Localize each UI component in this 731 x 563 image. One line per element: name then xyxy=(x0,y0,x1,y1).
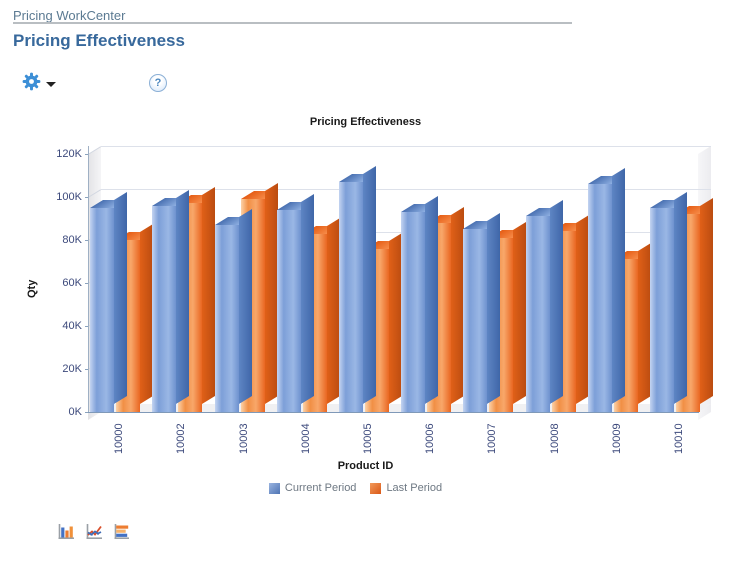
legend-label: Current Period xyxy=(284,482,357,494)
last-period-swatch-icon xyxy=(370,482,382,494)
bar-current-period-10007[interactable] xyxy=(463,229,488,412)
x-category-label: 10009 xyxy=(610,423,623,454)
help-button[interactable]: ? xyxy=(149,74,167,92)
current-period-swatch-icon xyxy=(268,482,280,494)
y-axis-tick xyxy=(85,326,88,327)
gridline xyxy=(101,146,711,147)
x-category-label: 10004 xyxy=(299,423,312,454)
bar-current-period-10009[interactable] xyxy=(587,184,612,412)
breadcrumb[interactable]: Pricing WorkCenter xyxy=(13,8,126,23)
y-axis-tick xyxy=(85,240,88,241)
bar-current-period-10008[interactable] xyxy=(525,216,550,412)
chevron-down-icon xyxy=(46,82,56,87)
chart-type-switcher xyxy=(57,523,131,541)
bar-current-period-10004[interactable] xyxy=(276,209,301,412)
bar-current-period-10000[interactable] xyxy=(90,207,115,412)
chart-floor xyxy=(88,404,711,412)
y-axis-line xyxy=(88,146,89,412)
bar-current-period-10002[interactable] xyxy=(152,205,177,412)
y-tick-label: 0K xyxy=(68,406,82,418)
bar-current-period-10006[interactable] xyxy=(401,212,426,412)
bar-current-period-10003[interactable] xyxy=(214,224,239,412)
question-mark-icon: ? xyxy=(154,77,162,89)
y-tick-label: 60K xyxy=(62,277,82,289)
x-category-label: 10007 xyxy=(486,423,499,454)
y-tick-label: 120K xyxy=(56,148,82,160)
y-axis-tick xyxy=(85,369,88,370)
x-category-label: 10010 xyxy=(672,423,685,454)
header-divider xyxy=(13,22,572,24)
column-chart-icon[interactable] xyxy=(57,523,75,541)
chart-legend: Current Period Last Period xyxy=(0,482,711,494)
horizontal-bar-chart-icon[interactable] xyxy=(113,523,131,541)
y-axis-tick xyxy=(85,197,88,198)
x-category-label: 10005 xyxy=(361,423,374,454)
page-title: Pricing Effectiveness xyxy=(13,31,185,50)
bar-current-period-10005[interactable] xyxy=(338,181,363,412)
x-category-label: 10006 xyxy=(424,423,437,454)
x-category-label: 10008 xyxy=(548,423,561,454)
x-category-label: 10003 xyxy=(237,423,250,454)
y-axis-tick xyxy=(85,412,88,413)
legend-label: Last Period xyxy=(386,482,443,494)
x-category-label: 10000 xyxy=(113,423,126,454)
pricing-effectiveness-chart: Pricing Effectiveness 0K 20K 40K 60K 80K 100K… xyxy=(0,108,731,510)
y-axis-title: Qty xyxy=(26,279,38,298)
chart-title: Pricing Effectiveness xyxy=(309,116,422,128)
gear-menu-button[interactable] xyxy=(22,72,56,94)
toolbar: ? xyxy=(22,70,167,96)
y-tick-label: 20K xyxy=(62,363,82,375)
x-category-label: 10002 xyxy=(175,423,188,454)
gear-icon xyxy=(22,72,41,94)
x-axis-line xyxy=(88,412,699,413)
y-tick-label: 40K xyxy=(62,320,82,332)
y-tick-label: 100K xyxy=(56,191,82,203)
y-tick-label: 80K xyxy=(62,234,82,246)
x-axis-title: Product ID xyxy=(337,460,394,472)
y-axis-tick xyxy=(85,283,88,284)
line-chart-icon[interactable] xyxy=(85,523,103,541)
bar-current-period-10010[interactable] xyxy=(649,207,674,412)
legend-item-current-period: Current Period xyxy=(268,482,357,494)
gridline xyxy=(101,189,711,190)
legend-item-last-period: Last Period xyxy=(370,482,442,494)
y-axis-tick xyxy=(85,154,88,155)
